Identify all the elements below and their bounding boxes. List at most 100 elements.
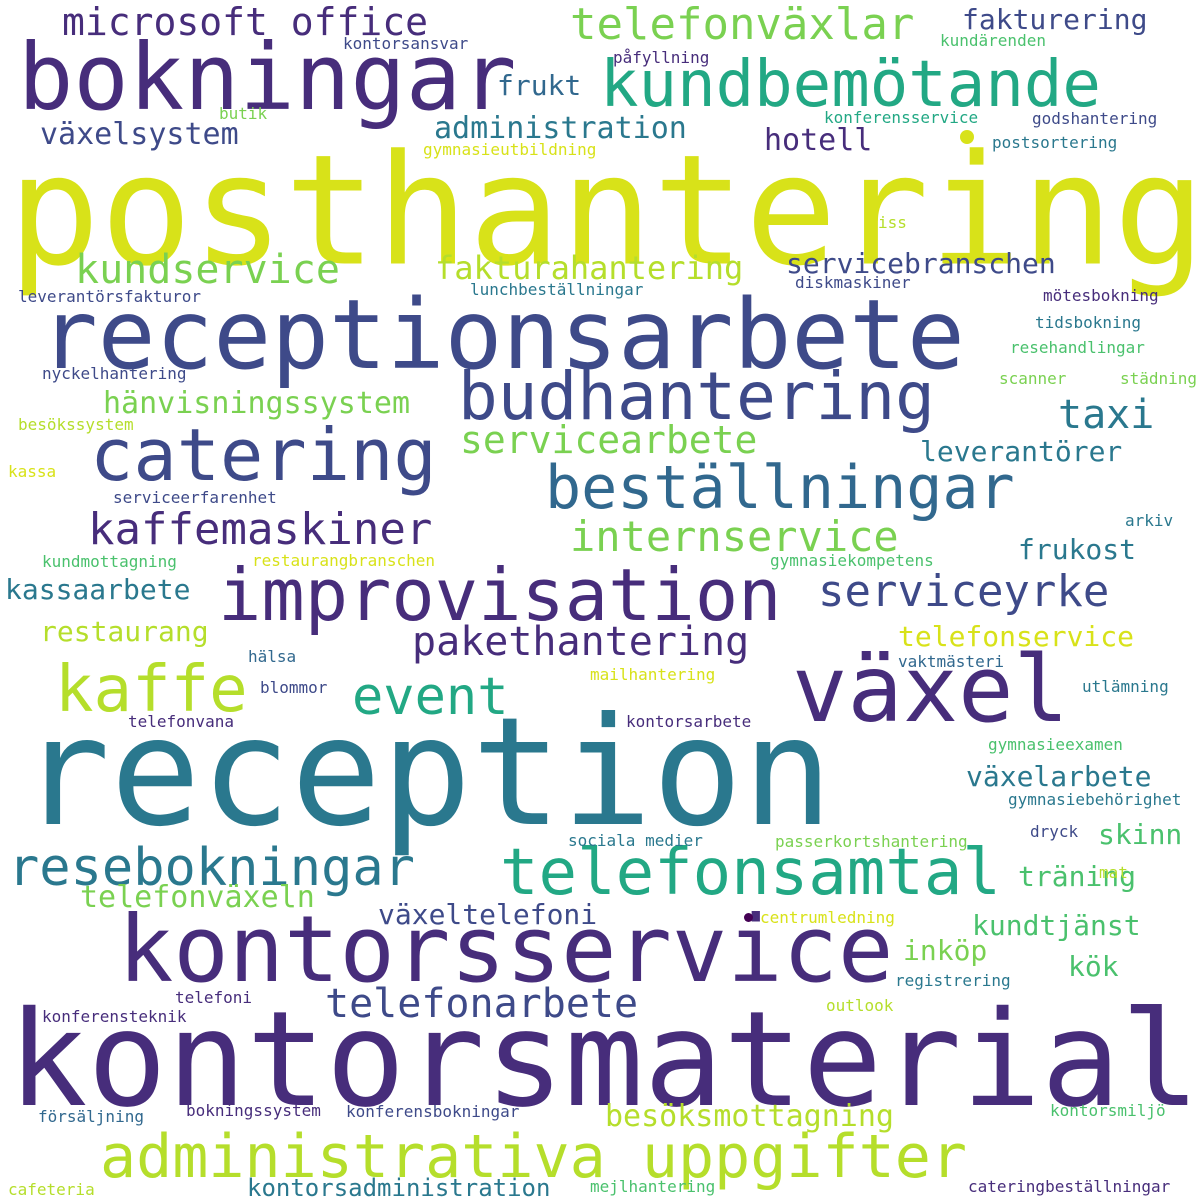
word-traning: träning: [1018, 860, 1137, 893]
word-budhantering: budhantering: [458, 358, 935, 435]
word-postsortering: postsortering: [992, 133, 1118, 152]
word-fakturering: fakturering: [962, 3, 1148, 36]
word-registrering: registrering: [895, 971, 1011, 990]
word-tidsbokning: tidsbokning: [1035, 313, 1141, 332]
word-stadning: städning: [1120, 369, 1198, 388]
word-kundtjanst: kundtjänst: [972, 909, 1141, 942]
word-sociala-medier: sociala medier: [568, 831, 703, 850]
word-vaxelarbete: växelarbete: [966, 760, 1152, 793]
word-kok: kök: [1068, 950, 1119, 983]
word-butik: butik: [219, 104, 268, 123]
word-kontorsmaterial: kontorsmaterial: [8, 983, 1200, 1137]
word-administrativa-uppgifter: administrativa uppgifter: [100, 1122, 967, 1192]
word-kontorsadministration: kontorsadministration: [247, 1174, 551, 1202]
word-kontorsansvar: kontorsansvar: [343, 34, 469, 53]
word-restaurang: restaurang: [40, 615, 209, 648]
word-scanner: scanner: [999, 369, 1067, 388]
word-restaurangbranschen: restaurangbranschen: [252, 551, 436, 570]
word-kontorsarbete: kontorsarbete: [626, 712, 752, 731]
word-vaxel: växel: [792, 636, 1069, 743]
word-pafyllning: påfyllning: [613, 48, 710, 67]
word-telefonservice: telefonservice: [898, 620, 1135, 653]
word-halsa: hälsa: [248, 647, 297, 666]
word-catering: catering: [90, 413, 437, 497]
word-mailhantering: mailhantering: [590, 665, 716, 684]
word-kassaarbete: kassaarbete: [5, 573, 191, 606]
word-centrumledning: centrumledning: [760, 908, 895, 927]
word-lunchbestallningar: lunchbeställningar: [470, 280, 644, 299]
word-godshantering: godshantering: [1032, 109, 1158, 128]
word-kaffe: kaffe: [55, 653, 248, 727]
word-hotell: hotell: [764, 123, 873, 158]
word-telefonvaxlar: telefonväxlar: [570, 0, 915, 50]
word-leverantorsfakturor: leverantörsfakturor: [18, 287, 202, 306]
word-konferensservice: konferensservice: [824, 108, 979, 127]
word-arkiv: arkiv: [1125, 511, 1174, 530]
word-serviceerfarenhet: serviceerfarenhet: [113, 488, 277, 507]
word-telefonsamtal: telefonsamtal: [500, 836, 1001, 910]
word-motesbokning: mötesbokning: [1043, 286, 1159, 305]
word-cafeteria: cafeteria: [8, 1180, 95, 1199]
word-blommor: blommor: [260, 678, 328, 697]
word-gymnasieutbildning: gymnasieutbildning: [423, 140, 597, 159]
word-konferensbokningar: konferensbokningar: [346, 1102, 520, 1121]
word-telefonvana: telefonvana: [128, 712, 234, 731]
word-vaktmasteri: vaktmästeri: [898, 652, 1004, 671]
word-cateringbestallningar: cateringbeställningar: [968, 1177, 1171, 1196]
word-kontorsmiljo: kontorsmiljö: [1050, 1101, 1166, 1120]
word-besokssystem: besökssystem: [18, 415, 134, 434]
word-gymnasieexamen: gymnasieexamen: [988, 735, 1123, 754]
word-besoksmottagning: besöksmottagning: [605, 1099, 894, 1134]
word-bestallningar: beställningar: [545, 453, 1015, 523]
word-kundarenden: kundärenden: [940, 31, 1046, 50]
word-pakethantering: pakethantering: [412, 619, 750, 665]
word-administration: administration: [434, 111, 687, 146]
word-forsaljning: försäljning: [38, 1107, 144, 1126]
word-leverantorer: leverantörer: [920, 435, 1123, 468]
word-gymnasiekompetens: gymnasiekompetens: [770, 551, 934, 570]
word-kontorsservice: kontorsservice: [118, 896, 894, 1003]
word-telefonvaxeln: telefonväxeln: [80, 880, 315, 915]
word-kassa: kassa: [8, 462, 57, 481]
word-kundservice: kundservice: [75, 247, 340, 293]
word-telefoni: telefoni: [175, 988, 253, 1007]
word-kaffemaskiner: kaffemaskiner: [88, 504, 433, 555]
word-kundmottagning: kundmottagning: [42, 552, 177, 571]
word-servicebranschen: servicebranschen: [786, 247, 1056, 280]
word-fakturahantering: fakturahantering: [435, 249, 744, 287]
word-hanvisningssystem: hänvisningssystem: [103, 386, 411, 421]
word-improvisation: improvisation: [218, 553, 782, 637]
word-reception: reception: [20, 686, 833, 860]
word-frukt: frukt: [497, 69, 582, 102]
word-gymnasiebehorighet: gymnasiebehörighet: [1008, 790, 1182, 809]
word-microsoft-office: microsoft office: [62, 0, 429, 44]
word-outlook: outlook: [826, 996, 894, 1015]
word-passerkortshantering: passerkortshantering: [775, 832, 968, 851]
word-vaxelsystem: växelsystem: [40, 117, 239, 152]
word-vaxeltelefoni: växeltelefoni: [378, 898, 598, 931]
word-event: event: [352, 667, 509, 727]
word-iss: iss: [878, 213, 907, 232]
word-bokningssystem: bokningssystem: [186, 1101, 321, 1120]
word-diskmaskiner: diskmaskiner: [795, 273, 911, 292]
word-internservice: internservice: [570, 512, 899, 561]
word-kundbemotande: kundbemötande: [600, 48, 1101, 122]
word-inkop: inköp: [903, 934, 988, 967]
word-receptionsarbete: receptionsarbete: [40, 279, 965, 391]
word-utlamning: utlämning: [1082, 677, 1169, 696]
word-resebokningar: resebokningar: [8, 838, 415, 898]
word-servicearbete: servicearbete: [460, 418, 758, 462]
word-serviceyrke: serviceyrke: [818, 566, 1110, 617]
word-resehandlingar: resehandlingar: [1010, 338, 1145, 357]
dot-dark-purple: [744, 913, 753, 922]
word-telefonarbete: telefonarbete: [325, 981, 639, 1027]
word-posthantering: posthantering: [8, 122, 1200, 301]
dot-yellow: [960, 130, 974, 144]
word-bokningar: bokningar: [18, 24, 517, 131]
word-skinn: skinn: [1098, 818, 1183, 851]
word-konferensteknik: konferensteknik: [42, 1007, 187, 1026]
word-frukost: frukost: [1018, 533, 1137, 566]
word-dryck: dryck: [1030, 822, 1079, 841]
word-nyckelhantering: nyckelhantering: [42, 364, 187, 383]
